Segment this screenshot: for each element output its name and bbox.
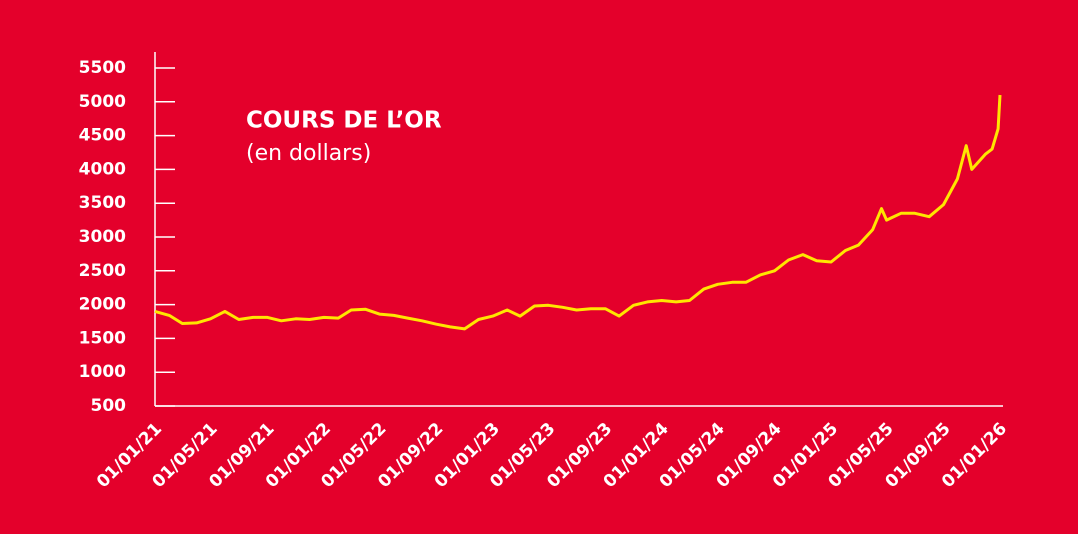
y-tick-label: 3000 (79, 227, 126, 247)
y-tick-label: 500 (91, 396, 127, 416)
y-tick-label: 5500 (79, 58, 126, 78)
y-tick-label: 4500 (79, 126, 126, 146)
y-tick-label: 3500 (79, 193, 126, 213)
y-tick-label: 2000 (79, 295, 126, 315)
chart-subtitle: (en dollars) (246, 141, 371, 166)
y-tick-label: 5000 (79, 92, 126, 112)
y-tick-label: 2500 (79, 261, 126, 281)
price-line (154, 94, 1002, 331)
y-tick-label: 4000 (79, 159, 126, 179)
chart-title: COURS DE L’OR (246, 108, 442, 134)
y-tick-label: 1500 (79, 328, 126, 348)
y-tick-label: 1000 (79, 362, 126, 382)
